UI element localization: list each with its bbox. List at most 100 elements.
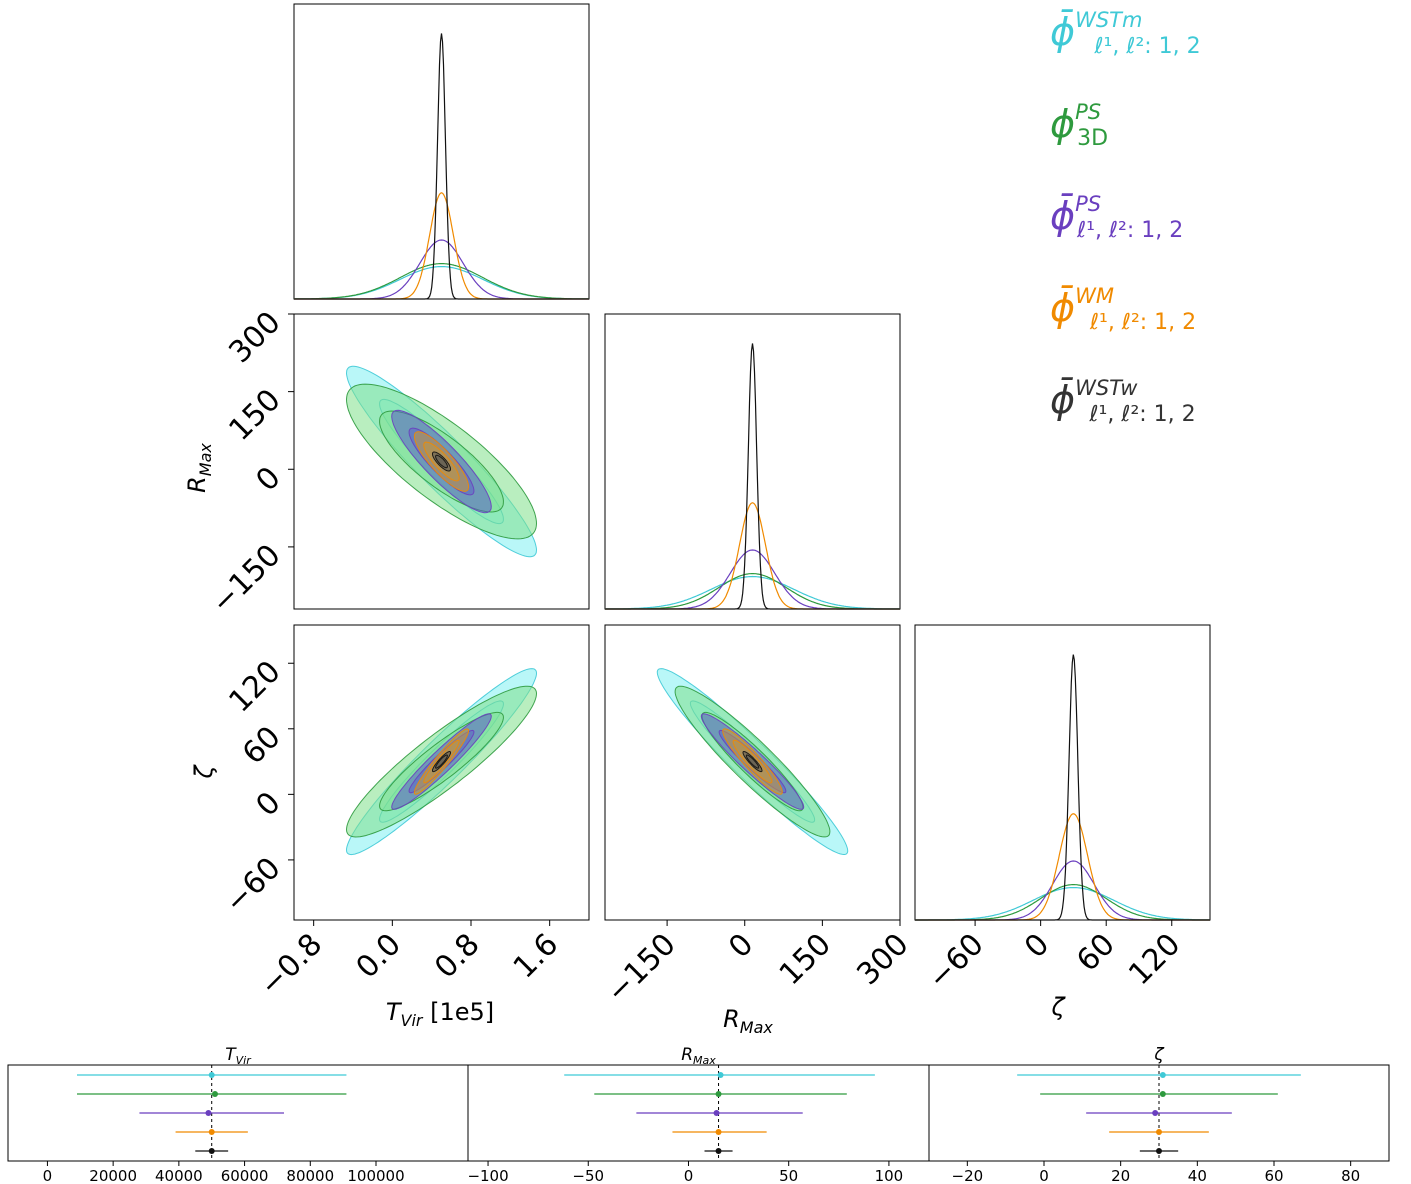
pdf-line-ps3d — [294, 263, 589, 300]
tick-label: 40000 — [155, 1167, 203, 1184]
errorbar-point-wst_w — [1156, 1148, 1162, 1154]
tick-label: −20 — [952, 1167, 984, 1184]
tick-label: 50 — [779, 1167, 798, 1184]
y-tick-label: 0 — [249, 785, 287, 823]
tick-label: 0 — [43, 1167, 53, 1184]
x-tick-label: 0 — [1018, 927, 1056, 965]
pdf-line-wst_w — [915, 654, 1210, 921]
diag-panel-R_Max — [604, 313, 901, 610]
tick-label: −50 — [572, 1167, 604, 1184]
pdf-line-wst_m — [605, 575, 900, 610]
errorbar-point-ps — [1152, 1110, 1159, 1116]
pdf-line-wst_m — [294, 266, 589, 300]
tick-label: 40 — [1188, 1167, 1207, 1184]
contour-wst_w — [432, 451, 451, 472]
diag-panel-T_Vir — [293, 3, 590, 300]
y-tick-label: −60 — [218, 851, 288, 921]
tick-label: 60000 — [221, 1167, 269, 1184]
tick-label: 80000 — [286, 1167, 334, 1184]
errorbar-point-wm — [715, 1129, 722, 1135]
y-tick-label: −150 — [205, 538, 288, 621]
tick-label: 60 — [1264, 1167, 1283, 1184]
x-tick-label: 0.8 — [428, 927, 486, 985]
panel-frame — [293, 624, 590, 921]
errorbar-point-ps — [205, 1110, 212, 1116]
x-tick-label: 120 — [1122, 927, 1187, 992]
errorbar-point-wst_w — [208, 1148, 215, 1154]
errorbar-point-wst_m — [717, 1072, 724, 1078]
pdf-line-wst_w — [605, 343, 900, 610]
tick-label: 20000 — [89, 1167, 137, 1184]
tick-label: −100 — [467, 1167, 508, 1184]
panel-frame — [914, 624, 1211, 921]
panel-frame — [604, 624, 901, 921]
errorbar-panel-2: −20 0 20 40 60 80 ζ — [928, 1045, 1390, 1184]
tick-label: 100000 — [347, 1167, 404, 1184]
errorbar-panel-0: 0 20000 40000 60000 80000 100000 TVir — [7, 1045, 469, 1184]
contour-wst_w — [435, 454, 448, 469]
y-axis-label-rmax: RMax — [183, 443, 215, 493]
errorbar-point-wst_w — [715, 1148, 722, 1154]
panel-frame — [293, 313, 590, 610]
errorbar-title: RMax — [681, 1045, 716, 1067]
legend-entry-wst_w: ϕ̄WSTwℓ¹, ℓ²: 1, 2 — [1050, 376, 1196, 427]
y-tick-label: 60 — [236, 720, 288, 772]
y-tick-label: 150 — [222, 383, 287, 448]
tick-label: 100 — [875, 1167, 904, 1184]
errorbar-title: ζ — [1153, 1045, 1165, 1065]
errorbar-point-ps3d — [715, 1091, 722, 1097]
x-tick-label: 1.6 — [507, 927, 565, 985]
x-tick-label: 0.0 — [349, 927, 407, 985]
panel-R_Max-vs-T_Vir — [293, 313, 590, 610]
tick-label: 80 — [1341, 1167, 1360, 1184]
y-tick-label: 0 — [249, 460, 287, 498]
errorbar-point-wm — [1156, 1129, 1162, 1135]
pdf-line-wst_w — [294, 33, 589, 300]
x-axis-label-tvir: TVir [1e5] — [386, 998, 494, 1030]
x-tick-label: −60 — [921, 927, 991, 997]
y-tick-label: 300 — [222, 305, 287, 370]
pdf-line-ps3d — [605, 573, 900, 610]
pdf-line-ps — [605, 549, 900, 610]
contour-wst_w — [745, 754, 760, 769]
legend-entry-wst_m: ϕ̄WSTmℓ¹, ℓ²: 1, 2 — [1050, 8, 1201, 59]
tick-label: 20 — [1111, 1167, 1130, 1184]
diag-panel-zeta — [914, 624, 1211, 921]
y-axis-label-zeta: ζ — [190, 764, 218, 780]
errorbar-point-wst_m — [208, 1072, 215, 1078]
errorbar-title: TVir — [225, 1045, 252, 1067]
tick-label: 0 — [684, 1167, 694, 1184]
x-tick-label: 60 — [1070, 927, 1122, 979]
errorbar-point-wst_m — [1159, 1072, 1166, 1078]
legend-entry-ps3d: ϕPS3D — [1050, 100, 1109, 151]
errorbar-point-ps — [713, 1110, 720, 1116]
panel-zeta-vs-R_Max — [604, 624, 901, 921]
x-tick-label: −0.8 — [253, 927, 329, 1003]
y-tick-label: 120 — [222, 654, 287, 719]
pdf-line-ps — [294, 239, 589, 300]
contour-wst_w — [432, 751, 451, 773]
legend-entry-wm: ϕ̄WMℓ¹, ℓ²: 1, 2 — [1050, 284, 1197, 335]
x-tick-label: 0 — [722, 927, 760, 965]
panel-frame — [604, 313, 901, 610]
pdf-line-wm — [294, 192, 589, 300]
errorbar-point-wm — [208, 1129, 215, 1135]
pdf-line-ps3d — [915, 884, 1210, 921]
pdf-line-wst_m — [915, 887, 1210, 921]
panel-frame — [293, 3, 590, 300]
panel-zeta-vs-T_Vir — [293, 624, 590, 921]
x-tick-label: −150 — [600, 927, 683, 1010]
pdf-line-wm — [605, 502, 900, 610]
x-tick-label: 300 — [850, 927, 915, 992]
x-axis-label-zeta: ζ — [1050, 993, 1066, 1021]
legend-entry-ps: ϕ̄PSℓ¹, ℓ²: 1, 2 — [1050, 192, 1184, 243]
contour-wst_w — [435, 754, 448, 769]
contour-wst_w — [742, 751, 763, 773]
errorbar-point-ps3d — [212, 1091, 218, 1097]
tick-label: 0 — [1039, 1167, 1049, 1184]
x-axis-label-rmax: RMax — [723, 1005, 773, 1037]
errorbar-panel-1: −100 −50 0 50 100 RMax — [467, 1045, 930, 1184]
errorbar-point-ps3d — [1159, 1091, 1166, 1097]
